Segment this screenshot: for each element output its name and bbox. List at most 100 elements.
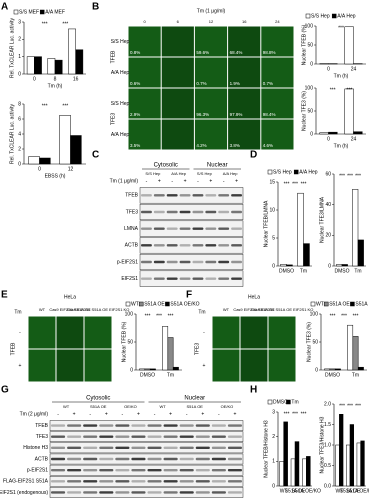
band [205, 194, 217, 197]
legend-swatch [13, 9, 19, 15]
band [211, 424, 226, 427]
band [179, 468, 194, 472]
band [141, 244, 152, 247]
band [231, 277, 242, 280]
micrograph [128, 57, 161, 88]
band-label: p-EIF2S1 [27, 467, 48, 473]
micrograph [268, 349, 296, 382]
band [179, 260, 191, 264]
bar [328, 131, 338, 135]
band [99, 435, 114, 438]
panel-label: G [1, 385, 9, 396]
band [51, 446, 66, 450]
bar [167, 337, 174, 371]
row-label: S/S Hep [111, 39, 130, 45]
band [141, 210, 152, 214]
band [163, 446, 178, 450]
band [131, 446, 146, 450]
band [211, 491, 226, 494]
significance: *** [355, 173, 361, 179]
percent-label: 3.5% [130, 143, 140, 148]
bar [353, 131, 363, 135]
band [51, 435, 66, 438]
band [141, 260, 152, 264]
y-tick-label: 0.5 [324, 463, 331, 469]
band [166, 227, 178, 230]
y-tick-label: 0 [18, 161, 21, 167]
legend-label: S51A OE [329, 301, 350, 307]
band [141, 194, 152, 197]
bar [336, 264, 343, 267]
significance: *** [355, 403, 361, 409]
micrograph [268, 316, 296, 349]
bar [334, 368, 341, 371]
band [218, 194, 230, 197]
band [211, 446, 226, 450]
band [227, 491, 242, 494]
sign: + [201, 411, 204, 417]
sign: + [209, 178, 212, 184]
band [147, 480, 162, 483]
bar [290, 458, 296, 487]
band-label: LMNA [124, 226, 139, 232]
band [83, 480, 98, 483]
band [211, 468, 226, 472]
significance: *** [168, 313, 174, 319]
bar [149, 368, 156, 371]
y-tick-label: 0 [272, 483, 275, 489]
y-axis-label: Nuclear TFE3/Histone H3 [319, 416, 325, 473]
band [231, 194, 242, 197]
x-tick-label: 16 [73, 76, 79, 82]
band [153, 244, 165, 247]
row-label: + [203, 363, 206, 369]
column-label: 24 [275, 19, 280, 24]
significance: *** [330, 313, 336, 319]
bar [344, 88, 354, 135]
bar [303, 243, 310, 267]
legend-label: S/S Hep [273, 169, 292, 175]
band [195, 480, 210, 483]
y-tick-label: 50 [127, 339, 133, 345]
significance: *** [292, 181, 298, 187]
bar [70, 135, 82, 165]
legend-label: S51A OE/KO [170, 301, 199, 307]
band [67, 468, 82, 472]
percent-label: 2.9% [130, 112, 140, 117]
band-label: TFEB [35, 423, 48, 429]
y-tick-label: 50 [307, 42, 313, 48]
band [51, 468, 66, 472]
band [163, 435, 178, 438]
band-label: FLAG-EIF2S1 S51A [3, 479, 49, 485]
significance: *** [62, 103, 68, 109]
sign: - [154, 411, 156, 417]
bar [302, 458, 307, 487]
band [231, 260, 242, 264]
band [166, 210, 178, 214]
blot-strip [139, 203, 244, 221]
band-label: Histone H3 [23, 445, 48, 451]
band [153, 260, 165, 264]
band-label: EIF2S1 [121, 276, 138, 282]
image-title: HeLa [64, 294, 76, 300]
sign: + [184, 178, 187, 184]
band [115, 457, 130, 461]
micrograph [56, 316, 84, 349]
y-axis-label: Nuclear TFE3 (%) [301, 91, 307, 131]
panel-label: F [186, 290, 192, 301]
band [83, 446, 98, 450]
micrograph [261, 88, 294, 119]
image-title: Tm (1 μg/ml) [197, 8, 226, 14]
band [153, 210, 165, 214]
y-axis-label: Nuclear TFEB/LMNA [263, 200, 269, 247]
significance: *** [301, 181, 307, 187]
band [231, 244, 242, 247]
significance: *** [292, 411, 298, 417]
image-title: HeLa [248, 294, 260, 300]
band [147, 491, 162, 494]
band [166, 277, 178, 280]
percent-label: 1.9% [230, 81, 240, 86]
band [218, 277, 230, 280]
bar [297, 192, 304, 267]
x-tick-label: 0 [38, 166, 41, 172]
band [211, 435, 226, 438]
